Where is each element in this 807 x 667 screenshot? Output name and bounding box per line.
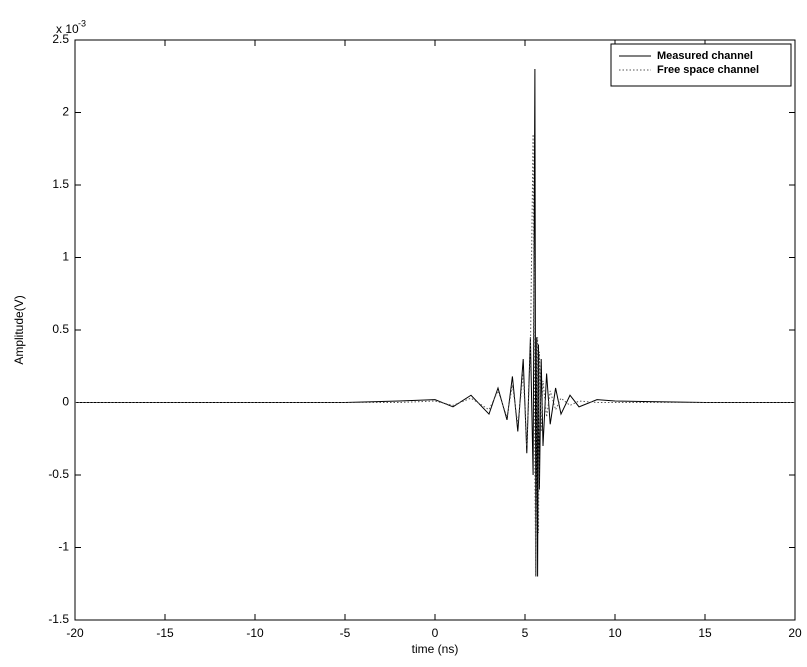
x-tick-label: 20: [788, 626, 802, 640]
y-tick-label: 2: [62, 105, 69, 119]
y-tick-label: 1: [62, 250, 69, 264]
x-tick-label: -20: [66, 626, 84, 640]
x-tick-label: 0: [432, 626, 439, 640]
data-line: [75, 134, 795, 577]
y-tick-label: 2.5: [52, 32, 69, 46]
legend-box: [610, 43, 792, 87]
legend-label: Free space channel: [657, 64, 759, 76]
x-tick-label: -5: [340, 626, 351, 640]
y-axis-label: Amplitude(V): [12, 295, 26, 364]
data-line: [75, 68, 795, 577]
x-tick-label: 5: [522, 626, 529, 640]
x-tick-label: -10: [246, 626, 264, 640]
y-tick-label: -0.5: [48, 467, 69, 481]
y-tick-label: 0: [62, 395, 69, 409]
x-tick-label: -15: [156, 626, 174, 640]
x-tick-label: 15: [698, 626, 712, 640]
x-axis-label: time (ns): [412, 642, 459, 656]
legend-label: Measured channel: [657, 50, 753, 62]
x-tick-label: 10: [608, 626, 622, 640]
y-multiplier-exponent: -3: [78, 18, 86, 28]
y-tick-label: -1: [58, 540, 69, 554]
y-tick-label: 0.5: [52, 322, 69, 336]
y-tick-label: 1.5: [52, 177, 69, 191]
y-tick-label: -1.5: [48, 612, 69, 626]
plot-frame: [74, 39, 796, 621]
y-multiplier: x 10: [56, 22, 79, 36]
